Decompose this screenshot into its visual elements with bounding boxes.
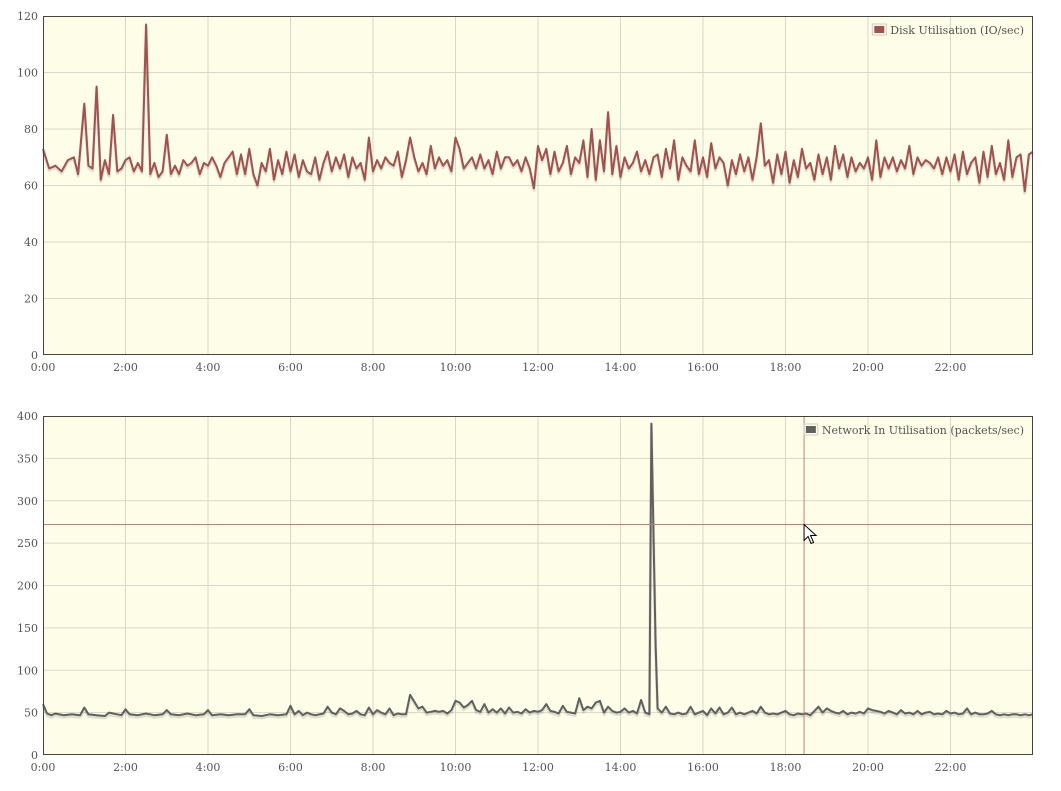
x-tick-label: 6:00 xyxy=(278,761,303,774)
x-tick-label: 14:00 xyxy=(605,361,637,374)
legend-swatch-network xyxy=(806,426,816,433)
y-tick-label: 20 xyxy=(24,293,38,306)
x-tick-label: 8:00 xyxy=(361,361,386,374)
y-tick-label: 150 xyxy=(17,622,38,635)
x-tick-label: 12:00 xyxy=(522,761,554,774)
y-tick-label: 40 xyxy=(24,236,38,249)
x-tick-label: 4:00 xyxy=(196,361,221,374)
x-tick-label: 18:00 xyxy=(770,761,802,774)
x-tick-label: 4:00 xyxy=(196,761,221,774)
x-tick-label: 16:00 xyxy=(687,361,719,374)
x-tick-label: 12:00 xyxy=(522,361,554,374)
x-tick-label: 6:00 xyxy=(278,361,303,374)
x-tick-label: 10:00 xyxy=(440,761,472,774)
x-tick-label: 2:00 xyxy=(113,361,138,374)
x-tick-label: 14:00 xyxy=(605,761,637,774)
x-tick-label: 16:00 xyxy=(687,761,719,774)
y-tick-label: 50 xyxy=(24,707,38,720)
x-tick-label: 0:00 xyxy=(31,361,56,374)
y-tick-label: 400 xyxy=(17,410,38,423)
y-tick-label: 120 xyxy=(17,10,38,23)
legend-label-disk: Disk Utilisation (IO/sec) xyxy=(890,24,1024,37)
x-tick-label: 0:00 xyxy=(31,761,56,774)
x-tick-label: 20:00 xyxy=(852,761,884,774)
y-tick-label: 300 xyxy=(17,495,38,508)
x-tick-label: 22:00 xyxy=(935,361,967,374)
legend-label-network: Network In Utilisation (packets/sec) xyxy=(822,424,1024,437)
y-tick-label: 60 xyxy=(24,180,38,193)
x-tick-label: 8:00 xyxy=(361,761,386,774)
x-tick-label: 22:00 xyxy=(935,761,967,774)
y-tick-label: 80 xyxy=(24,123,38,136)
y-tick-label: 350 xyxy=(17,452,38,465)
y-tick-label: 100 xyxy=(17,664,38,677)
x-tick-label: 18:00 xyxy=(770,361,802,374)
x-tick-label: 2:00 xyxy=(113,761,138,774)
legend-swatch-disk xyxy=(874,26,884,33)
x-tick-label: 10:00 xyxy=(440,361,472,374)
y-tick-label: 100 xyxy=(17,67,38,80)
y-tick-label: 250 xyxy=(17,537,38,550)
y-tick-label: 200 xyxy=(17,580,38,593)
x-tick-label: 20:00 xyxy=(852,361,884,374)
